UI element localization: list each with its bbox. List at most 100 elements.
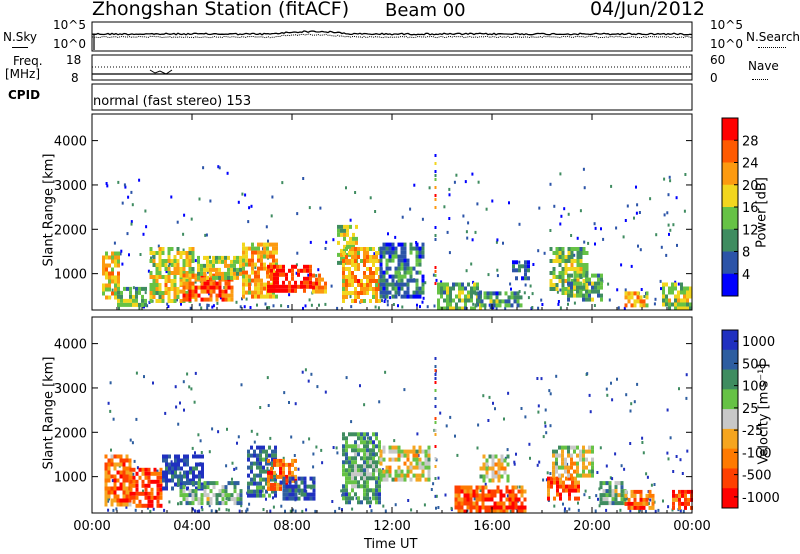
power-cell — [446, 302, 449, 307]
velocity-cell — [350, 420, 353, 424]
power-cell — [161, 251, 165, 255]
power-cell — [248, 258, 251, 263]
velocity-cell — [141, 483, 145, 488]
velocity-cell — [494, 454, 498, 459]
power-cell — [686, 302, 689, 307]
power-cell — [570, 285, 573, 290]
power-cell — [343, 228, 346, 233]
power-cell — [409, 270, 413, 275]
velocity-cell — [345, 456, 348, 461]
power-cell — [111, 291, 114, 296]
velocity-cell — [449, 415, 452, 419]
velocity-cell — [481, 505, 485, 510]
power-cell — [366, 287, 369, 291]
velocity-cell — [159, 495, 163, 500]
power-cell — [321, 289, 324, 294]
velocity-cell — [385, 477, 389, 482]
power-cell — [464, 294, 467, 299]
velocity-cell — [279, 482, 282, 487]
power-cell — [224, 271, 227, 276]
power-cell — [576, 247, 580, 251]
power-cell — [394, 290, 398, 295]
velocity-cell — [119, 502, 123, 507]
velocity-cell — [357, 500, 360, 505]
freq-blip — [149, 69, 173, 75]
y-tick-label: 3000 — [54, 179, 87, 194]
velocity-cell — [500, 466, 504, 471]
velocity-cell — [503, 466, 507, 471]
velocity-cell — [363, 492, 366, 497]
velocity-cell — [147, 467, 151, 472]
velocity-cell — [351, 460, 354, 465]
velocity-cell — [279, 486, 282, 491]
velocity-cell — [597, 497, 599, 501]
velocity-cell — [197, 497, 201, 502]
power-cell — [176, 220, 179, 224]
power-cell — [188, 247, 192, 251]
velocity-cell — [487, 497, 491, 502]
velocity-cell — [262, 508, 265, 511]
velocity-cell — [269, 509, 272, 513]
velocity-cell — [564, 457, 567, 462]
power-cell — [567, 251, 571, 255]
velocity-cell — [179, 493, 183, 498]
power-cell — [152, 279, 156, 283]
velocity-cell — [394, 445, 398, 450]
power-cell — [254, 262, 257, 267]
power-cell — [354, 287, 357, 291]
velocity-cell — [351, 480, 354, 485]
velocity-cell — [651, 493, 655, 498]
velocity-cell — [542, 478, 545, 482]
velocity-cell — [583, 493, 586, 497]
velocity-cell — [403, 453, 407, 458]
power-cell — [266, 250, 269, 255]
power-cell — [576, 267, 580, 271]
power-cell — [403, 262, 407, 267]
velocity-cell — [253, 493, 256, 498]
velocity-cell — [271, 457, 274, 462]
power-cell — [640, 288, 643, 291]
velocity-cell — [499, 489, 503, 494]
velocity-cell — [463, 501, 467, 506]
velocity-cell — [288, 488, 292, 493]
power-cell — [418, 286, 422, 291]
velocity-cell — [247, 453, 250, 458]
velocity-cell — [291, 488, 295, 493]
power-cell — [541, 303, 544, 306]
velocity-cell — [200, 493, 204, 498]
power-cell — [241, 297, 243, 301]
velocity-cell — [174, 462, 177, 467]
velocity-cell — [316, 385, 319, 389]
velocity-cell — [491, 474, 495, 479]
velocity-cell — [363, 456, 366, 461]
power-cell — [558, 271, 562, 275]
power-cell — [273, 280, 276, 285]
velocity-cell — [113, 494, 117, 499]
power-cell — [303, 280, 306, 285]
velocity-cell — [125, 505, 128, 509]
power-cell — [212, 255, 215, 260]
power-cell — [422, 296, 425, 300]
velocity-cell — [132, 472, 135, 476]
power-cell — [250, 204, 253, 208]
power-cell — [400, 262, 404, 267]
velocity-cell — [285, 478, 288, 483]
power-cell — [683, 209, 686, 213]
power-cell — [636, 295, 640, 300]
power-cell — [141, 302, 144, 307]
velocity-cell — [195, 466, 198, 471]
power-cell — [594, 273, 597, 278]
velocity-cell — [488, 395, 491, 399]
power-cell — [152, 295, 156, 299]
velocity-cell — [186, 454, 189, 459]
velocity-cell — [221, 497, 225, 502]
power-cell — [513, 291, 517, 296]
velocity-cell — [523, 497, 527, 502]
power-cell — [394, 250, 398, 255]
power-cell — [209, 263, 212, 268]
power-cell — [449, 298, 452, 303]
velocity-cell — [351, 464, 354, 469]
power-cell — [294, 280, 297, 285]
velocity-cell — [177, 502, 179, 506]
power-cell — [668, 290, 671, 295]
